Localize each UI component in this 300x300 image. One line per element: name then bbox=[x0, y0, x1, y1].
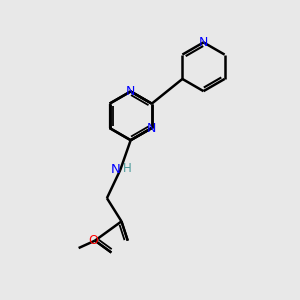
Text: N: N bbox=[199, 36, 208, 49]
Text: H: H bbox=[123, 162, 132, 175]
Text: N: N bbox=[126, 85, 135, 98]
Text: O: O bbox=[88, 234, 98, 247]
Text: N: N bbox=[147, 122, 157, 134]
Text: N: N bbox=[111, 164, 121, 176]
